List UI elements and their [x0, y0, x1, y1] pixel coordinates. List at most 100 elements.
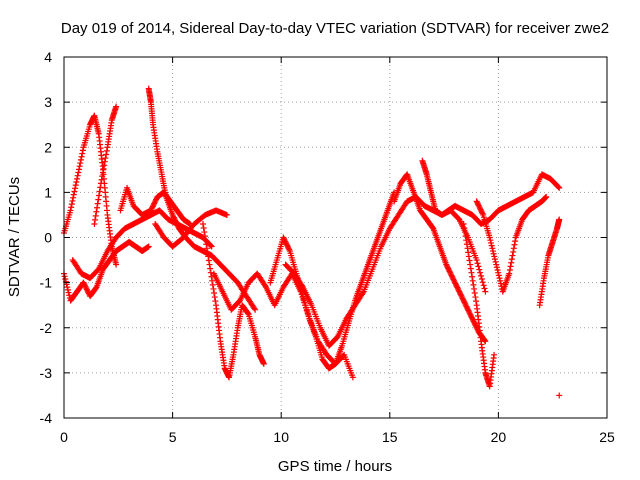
- data-point: [75, 169, 82, 176]
- data-point: [251, 305, 258, 312]
- data-point: [281, 235, 288, 242]
- data-point: [494, 266, 501, 273]
- data-point: [444, 264, 451, 271]
- data-point: [286, 246, 293, 253]
- data-point: [489, 245, 496, 252]
- data-point: [78, 153, 85, 160]
- data-point: [62, 276, 69, 283]
- data-point: [495, 269, 502, 276]
- data-point: [282, 239, 289, 246]
- data-point: [453, 281, 460, 288]
- data-point: [462, 233, 469, 240]
- data-point: [202, 237, 209, 244]
- data-point: [491, 256, 498, 263]
- data-point: [471, 285, 478, 292]
- data-point: [67, 207, 74, 214]
- data-point: [464, 245, 471, 252]
- data-point: [152, 197, 159, 204]
- y-tick-label: 3: [44, 94, 52, 110]
- data-point: [75, 166, 82, 173]
- data-point: [477, 269, 484, 276]
- data-point: [79, 150, 86, 157]
- data-point: [148, 206, 155, 213]
- data-point: [506, 266, 513, 273]
- data-point: [481, 285, 488, 292]
- data-point: [487, 237, 494, 244]
- data-point: [200, 225, 207, 232]
- data-point: [455, 287, 462, 294]
- y-tick-label: 4: [44, 49, 52, 65]
- data-point: [172, 218, 179, 225]
- data-point: [429, 224, 436, 231]
- data-point: [463, 241, 470, 248]
- data-point: [174, 222, 181, 229]
- data-point: [284, 243, 291, 250]
- data-point: [174, 221, 181, 228]
- data-point: [508, 259, 515, 266]
- data-point: [460, 220, 467, 227]
- data-point: [97, 180, 104, 187]
- data-point: [283, 241, 290, 248]
- data-point: [299, 282, 306, 289]
- data-point: [456, 290, 463, 297]
- data-point: [454, 284, 461, 291]
- data-point: [451, 279, 458, 286]
- data-point: [64, 284, 71, 291]
- data-point: [103, 147, 110, 154]
- data-point: [478, 272, 485, 279]
- data-point: [461, 225, 468, 232]
- data-point: [172, 217, 179, 224]
- data-point: [474, 260, 481, 267]
- y-tick-label: -3: [40, 365, 53, 381]
- data-point: [469, 317, 476, 324]
- data-point: [282, 238, 289, 245]
- data-point: [489, 248, 496, 255]
- data-point: [96, 188, 103, 195]
- data-point: [463, 237, 470, 244]
- x-axis-label: GPS time / hours: [278, 458, 392, 475]
- data-point: [252, 306, 259, 313]
- data-point: [480, 282, 487, 289]
- chart-title: Day 019 of 2014, Sidereal Day-to-day VTE…: [61, 20, 609, 37]
- data-point: [103, 151, 110, 158]
- x-tick-labels: 0 5 10 15 20 25: [60, 429, 615, 445]
- data-point: [456, 288, 463, 295]
- data-point: [445, 266, 452, 273]
- data-point: [72, 185, 79, 192]
- data-point: [169, 211, 176, 218]
- data-point: [506, 270, 513, 277]
- data-point: [478, 276, 485, 283]
- data-point: [207, 242, 214, 249]
- data-point: [464, 306, 471, 313]
- data-point: [149, 204, 156, 211]
- data-point: [468, 313, 475, 320]
- data-point: [262, 282, 269, 289]
- data-point: [473, 198, 480, 205]
- data-point: [458, 294, 465, 301]
- data-point: [507, 263, 514, 270]
- data-point: [113, 261, 120, 268]
- data-point: [151, 199, 158, 206]
- data-point: [72, 182, 79, 189]
- data-point: [204, 249, 211, 256]
- data-point: [466, 308, 473, 315]
- data-point: [470, 318, 477, 325]
- data-point: [460, 296, 467, 303]
- data-point: [223, 211, 230, 218]
- data-point: [76, 163, 83, 170]
- data-point: [73, 178, 80, 185]
- data-point: [209, 277, 216, 284]
- data-point: [91, 220, 98, 227]
- data-point: [151, 200, 158, 207]
- data-point: [153, 196, 160, 203]
- data-point: [84, 287, 91, 294]
- data-point: [543, 193, 550, 200]
- data-point: [77, 156, 84, 163]
- data-point: [463, 303, 470, 310]
- data-point: [83, 285, 90, 292]
- data-point: [482, 288, 489, 295]
- data-point: [173, 220, 180, 227]
- data-point: [446, 268, 453, 275]
- data-point: [475, 202, 482, 209]
